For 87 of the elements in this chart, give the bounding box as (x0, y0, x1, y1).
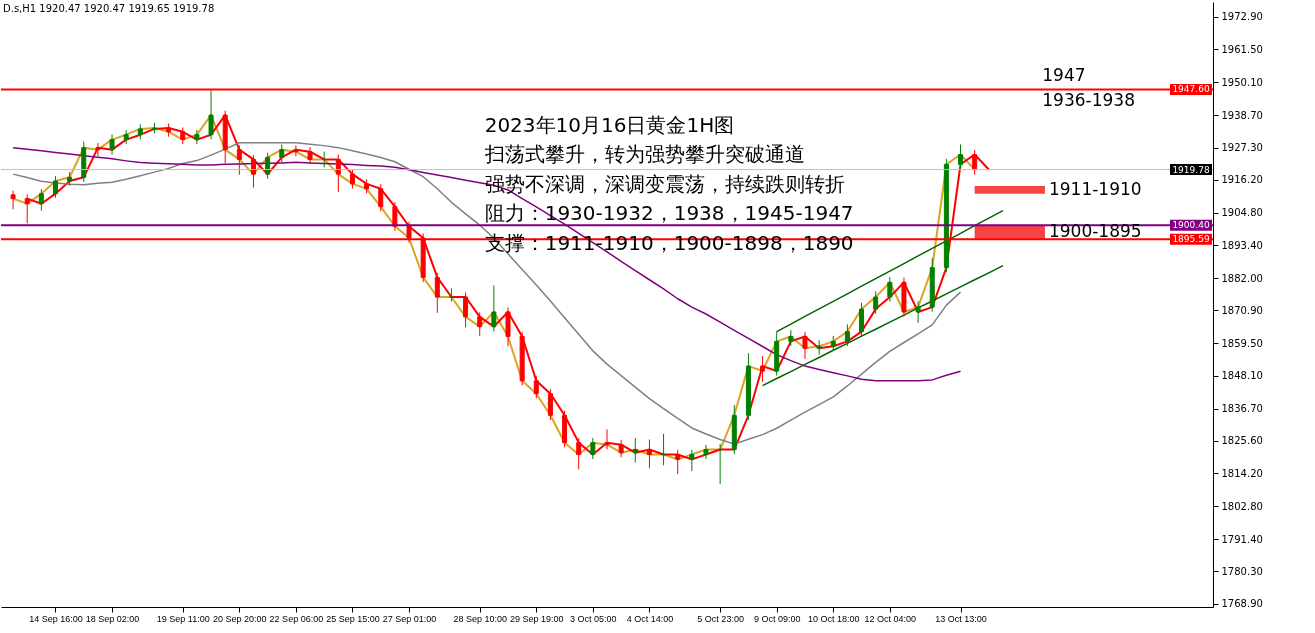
x-tick-label: 3 Oct 05:00 (570, 613, 617, 624)
candlestick (194, 129, 200, 145)
x-tick-label: 10 Oct 18:00 (807, 613, 860, 624)
x-tick-label: 14 Sep 16:00 (29, 613, 83, 624)
candlestick (236, 144, 242, 176)
candlestick (52, 175, 58, 199)
y-tick-label: 1836.70 (1221, 403, 1263, 415)
annotation: 阻力：1930-1932，1938，1945-1947 (484, 201, 854, 226)
candlestick (95, 142, 101, 157)
y-tick-label: 1825.60 (1221, 435, 1263, 447)
x-tick-label: 29 Sep 19:00 (510, 613, 564, 624)
band-label: 1900-1895 (1048, 221, 1142, 242)
candlestick (10, 190, 16, 210)
y-tick-label: 1904.80 (1221, 207, 1263, 219)
y-tick-label: 1916.20 (1221, 174, 1263, 186)
y-tick-label: 1768.90 (1221, 598, 1263, 610)
candlestick (859, 302, 865, 337)
candlestick (349, 169, 355, 190)
candlestick (463, 291, 469, 328)
y-tick-label: 1938.70 (1221, 109, 1263, 121)
x-tick-label: 9 Oct 09:00 (753, 613, 801, 624)
annotation: 扫荡式攀升，转为强势攀升突破通道 (483, 142, 805, 167)
candlestick (972, 149, 978, 176)
candlestick (590, 437, 596, 460)
y-tick-label: 1961.50 (1221, 43, 1263, 55)
ref-line-label: 1900.40 (1172, 220, 1210, 231)
candlestick (632, 437, 638, 464)
candlestick (958, 143, 964, 170)
ref-line-label: 1947.60 (1172, 84, 1210, 95)
candlestick (844, 323, 850, 347)
ref-line-label: 1919.78 (1172, 164, 1210, 175)
candlestick (703, 444, 709, 460)
candlestick (760, 355, 766, 383)
x-tick-label: 12 Oct 04:00 (864, 613, 917, 624)
y-tick-label: 1848.10 (1221, 370, 1263, 382)
candlestick (533, 375, 539, 399)
y-tick-label: 1893.40 (1221, 240, 1263, 251)
x-tick-label: 27 Sep 01:00 (382, 613, 437, 624)
candlestick (802, 331, 808, 360)
annotation: 1936-1938 (1042, 90, 1135, 111)
candlestick (307, 146, 313, 165)
line-series (761, 264, 1004, 387)
candlestick (448, 287, 454, 303)
candlestick (434, 272, 440, 314)
y-tick-label: 1780.30 (1221, 565, 1263, 577)
text: 2023年10月16日黄金1H图 (484, 112, 735, 137)
candlestick (335, 154, 341, 193)
x-tick-label: 4 Oct 14:00 (626, 613, 674, 624)
x-tick-label: 5 Oct 23:00 (697, 613, 744, 624)
annotation: D.s,H1 1920.47 1920.47 1919.65 1919.78 (3, 3, 215, 14)
candlestick (392, 201, 398, 232)
x-tick-label: 22 Sep 06:00 (269, 613, 324, 624)
candlestick (689, 449, 695, 472)
candlestick (477, 311, 483, 337)
candlestick (604, 428, 610, 450)
candlestick (250, 154, 256, 189)
candlestick (915, 300, 921, 324)
ref-line-label: 1895.59 (1172, 234, 1210, 245)
x-tick-label: 25 Sep 15:00 (326, 613, 380, 624)
x-tick-label: 18 Sep 02:00 (85, 613, 140, 624)
y-tick-label: 1814.20 (1221, 467, 1263, 479)
candlestick (618, 439, 624, 458)
candlestick (378, 183, 384, 212)
candlestick (816, 339, 822, 356)
x-tick-label: 19 Sep 11:00 (156, 613, 210, 624)
annotation: 1947 (1042, 64, 1086, 85)
y-tick-label: 1950.10 (1221, 76, 1263, 88)
y-tick-label: 1791.40 (1221, 533, 1263, 545)
y-tick-label: 1802.80 (1221, 500, 1263, 512)
candlestick (208, 89, 214, 140)
candlestick (265, 152, 271, 180)
y-tick-label: 1870.90 (1221, 304, 1263, 316)
candlestick (38, 188, 44, 212)
candlestick (547, 388, 553, 421)
y-tick-label: 1927.30 (1221, 142, 1263, 154)
y-tick-label: 1859.50 (1221, 337, 1263, 349)
candlestick (491, 285, 497, 332)
y-tick-label: 1882.00 (1221, 272, 1263, 284)
x-tick-label: 20 Sep 20:00 (213, 613, 267, 624)
band-label: 1911-1910 (1048, 178, 1142, 199)
candlestick (293, 144, 299, 157)
x-tick-label: 13 Oct 13:00 (935, 613, 987, 624)
x-tick-label: 28 Sep 10:00 (453, 613, 508, 624)
candlestick (887, 276, 893, 303)
candlestick (873, 290, 879, 315)
y-tick-label: 1972.90 (1221, 11, 1263, 23)
candlestick (109, 133, 115, 156)
